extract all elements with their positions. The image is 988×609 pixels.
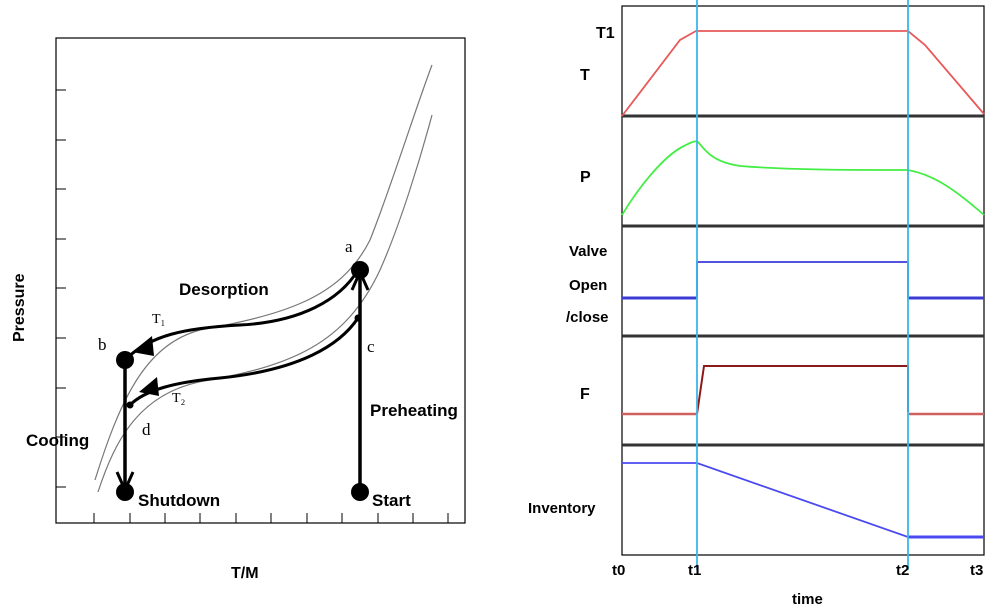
pressure-curve	[621, 140, 985, 216]
left-y-ticks	[56, 89, 66, 488]
preheating-label: Preheating	[370, 401, 458, 420]
t1-triangle-marker	[132, 336, 154, 356]
tick-t3: t3	[970, 562, 983, 579]
tick-t1: t1	[688, 562, 701, 579]
t2-triangle-marker	[139, 377, 159, 396]
p-row-label: P	[580, 169, 591, 186]
point-d-label: d	[142, 420, 151, 439]
t2-path	[128, 317, 360, 407]
point-c-dot	[354, 314, 362, 322]
left-x-axis-label: T/M	[231, 565, 259, 582]
temperature-curve	[621, 30, 985, 117]
desorption-label: Desorption	[179, 280, 269, 299]
inventory-row-label: Inventory	[528, 500, 596, 517]
row-separators	[622, 114, 984, 447]
cooling-label: Cooling	[26, 431, 89, 450]
point-b-dot	[116, 351, 134, 369]
flow-signal-high	[696, 365, 909, 415]
valve-row-label-1: Valve	[569, 243, 607, 260]
point-d-dot	[126, 401, 134, 409]
point-c-label: c	[367, 337, 375, 356]
valve-signal	[622, 261, 984, 299]
start-label: Start	[372, 491, 411, 510]
point-a-dot	[351, 261, 369, 279]
valve-row-label-3: /close	[566, 309, 609, 326]
right-x-axis-label: time	[792, 591, 823, 608]
point-b-label: b	[98, 335, 107, 354]
left-diagram: a b c d T₁ T₂ Desorption Preheating Cool…	[11, 37, 466, 582]
valve-row-label-2: Open	[569, 277, 607, 294]
start-dot	[351, 483, 369, 501]
point-a-label: a	[345, 237, 353, 256]
left-plot-frame	[55, 37, 466, 524]
shutdown-label: Shutdown	[138, 491, 220, 510]
isotherm-t2-label: T₂	[172, 391, 186, 406]
right-plot-frame	[621, 5, 985, 556]
f-row-label: F	[580, 386, 590, 403]
tick-t2: t2	[896, 562, 909, 579]
left-y-axis-label: Pressure	[11, 273, 28, 342]
inventory-curve	[622, 462, 909, 538]
t-row-label: T	[580, 67, 590, 84]
isotherm-curve-t1	[94, 64, 433, 481]
right-diagram: T1 T P Valve Open /close F Inventory t0 …	[528, 0, 985, 608]
isotherm-curve-t2	[97, 114, 433, 493]
shutdown-dot	[116, 483, 134, 501]
left-x-ticks	[93, 513, 449, 523]
t1-level-label: T1	[596, 25, 615, 42]
isotherm-t1-label: T₁	[152, 312, 165, 327]
tick-t0: t0	[612, 562, 625, 579]
